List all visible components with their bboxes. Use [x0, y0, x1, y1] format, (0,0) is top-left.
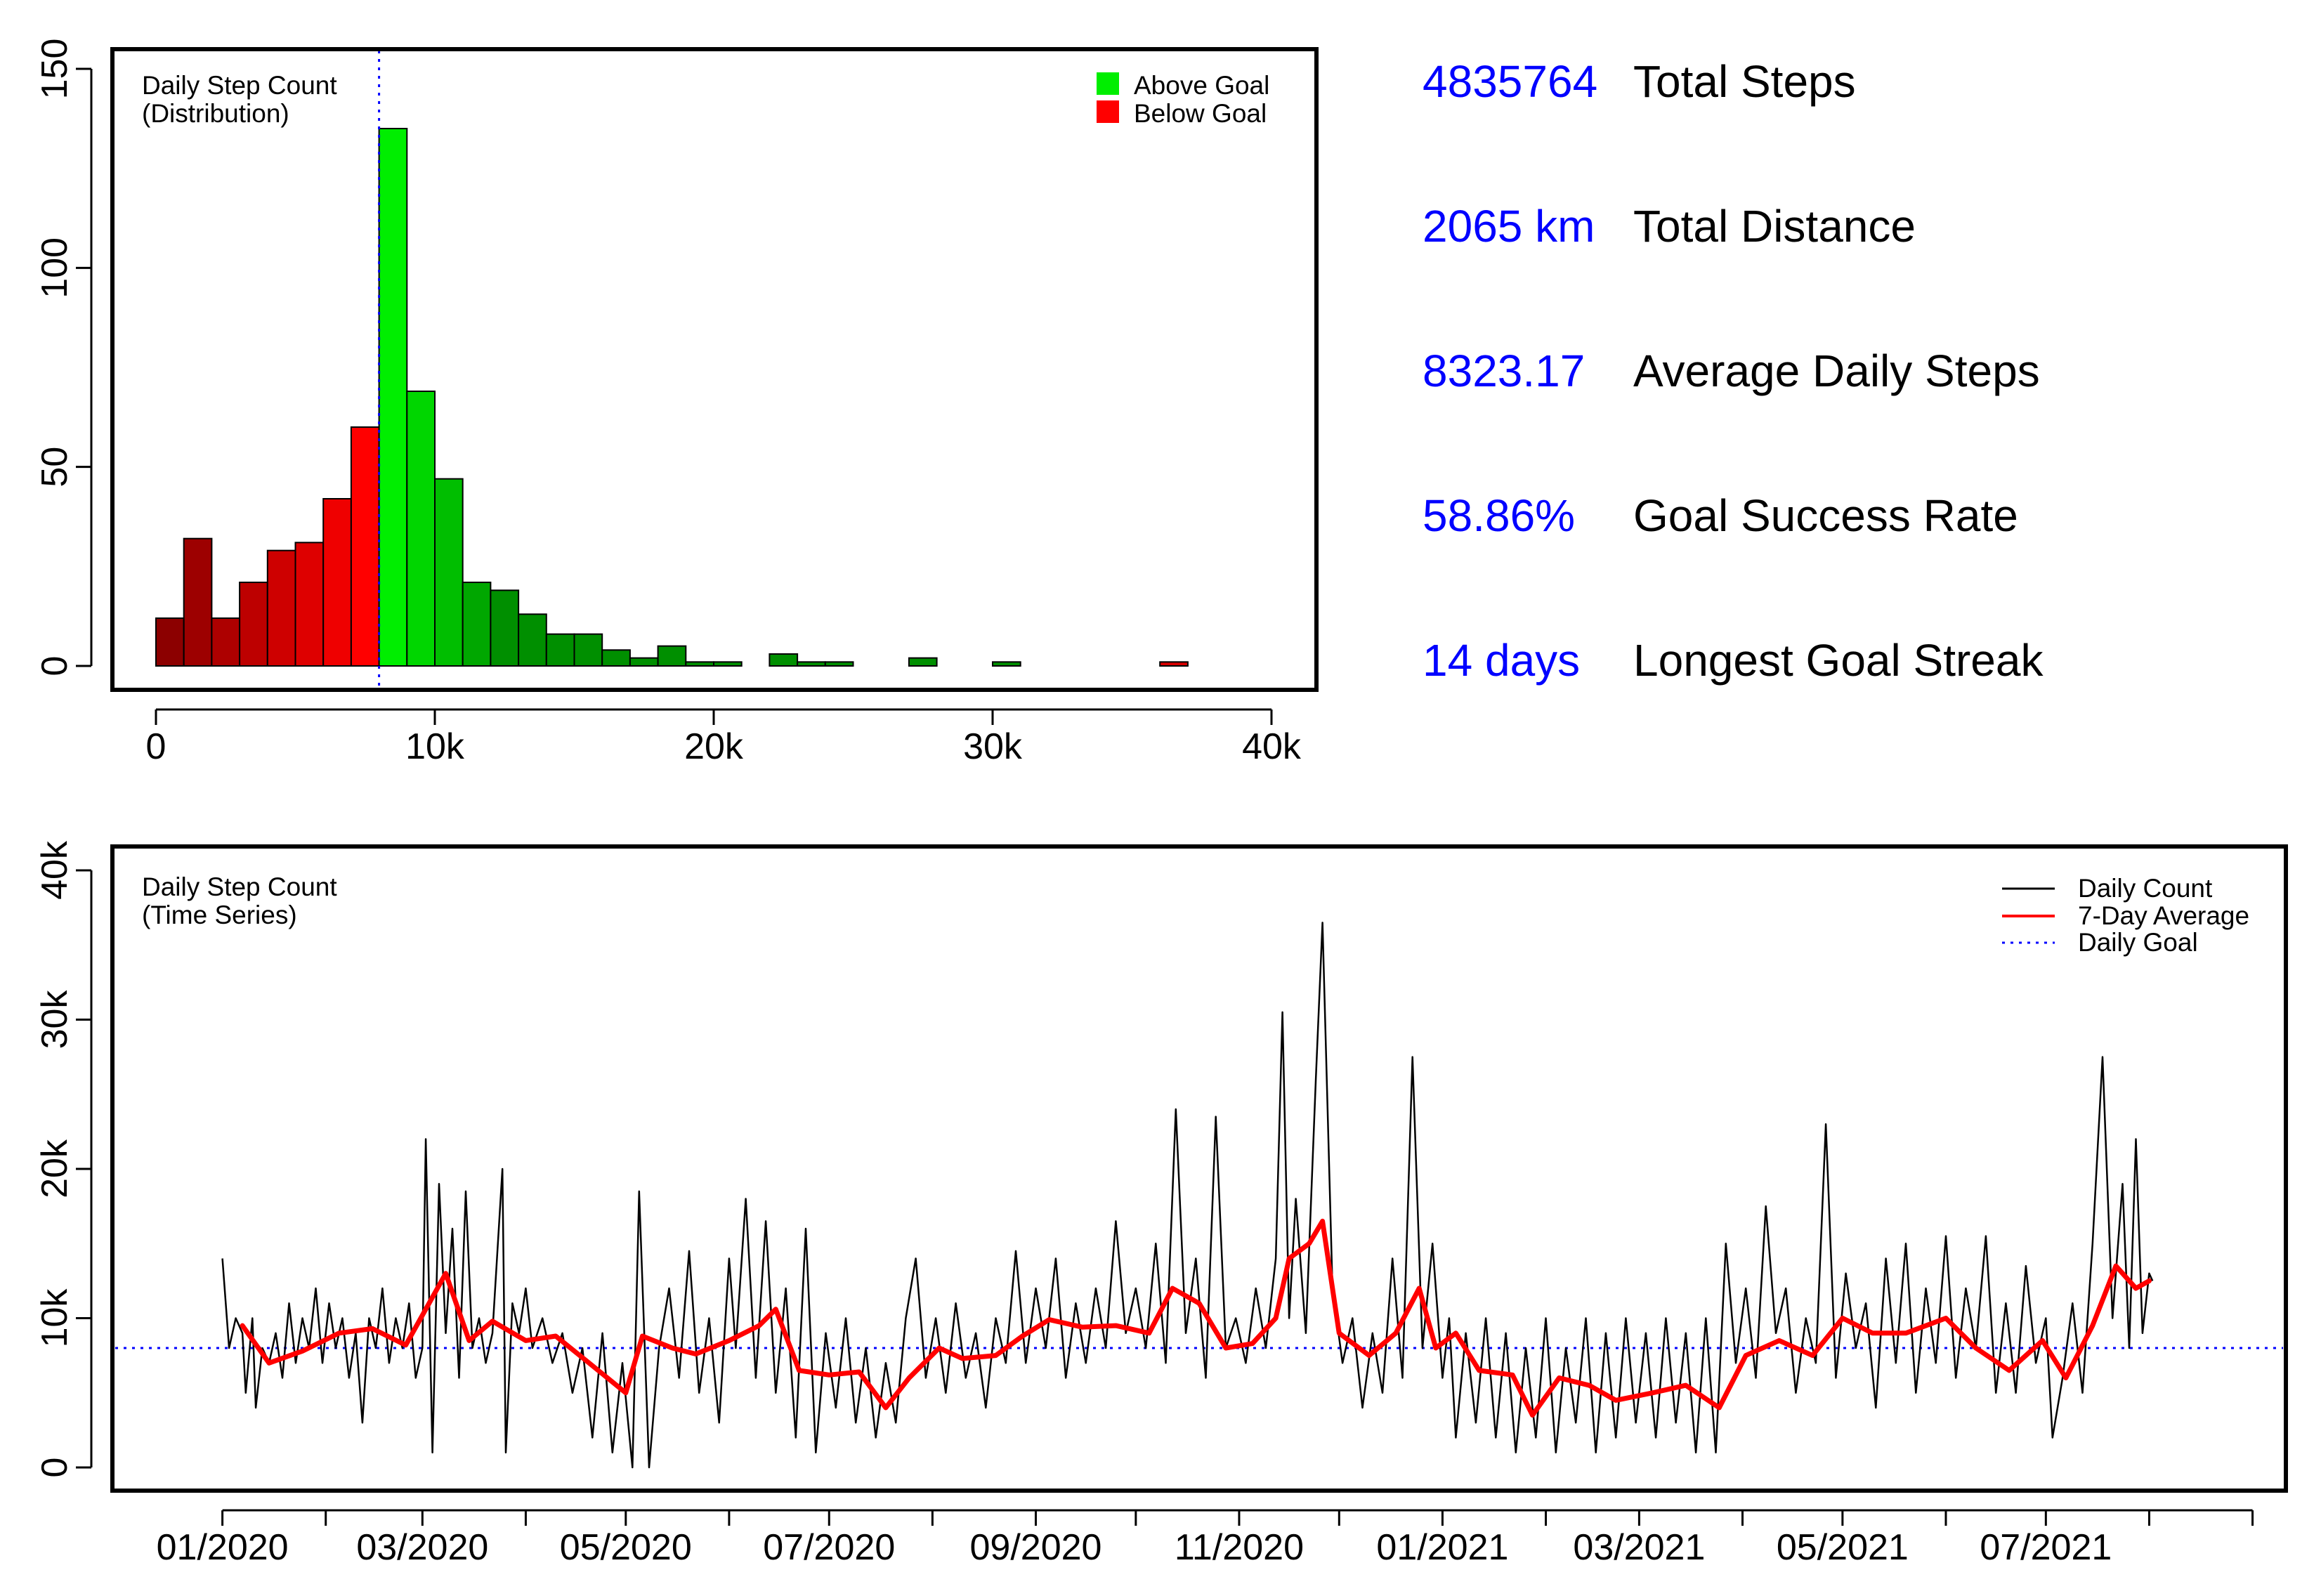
legend-label-daily-count: Daily Count	[2078, 874, 2213, 903]
time-series-x-axis: 01/2020 03/2020 05/2020 07/2020 09/2020 11/20…	[157, 1509, 2254, 1568]
y-tick-label: 100	[34, 237, 75, 299]
x-tick-label: 10k	[405, 726, 465, 767]
histogram-title-line1: Daily Step Count	[142, 71, 337, 100]
stat-goal-success-rate-label: Goal Success Rate	[1633, 490, 2018, 541]
histogram-bar	[573, 633, 603, 667]
histogram-bar	[350, 426, 380, 667]
histogram-bars	[155, 128, 1189, 667]
legend-label-above-goal: Above Goal	[1134, 71, 1269, 100]
y-tick-label: 20k	[34, 1139, 75, 1198]
time-series-legend: Daily Count 7-Day Average Daily Goal	[2002, 874, 2249, 957]
stat-total-distance-label: Total Distance	[1633, 201, 1916, 251]
x-tick-label: 30k	[963, 726, 1023, 767]
histogram-x-axis: 0 10k 20k 30k 40k	[146, 708, 1302, 767]
legend-label-seven-day-average: 7-Day Average	[2078, 901, 2249, 930]
stat-total-distance-value: 2065 km	[1423, 201, 1595, 251]
x-tick-label: 0	[146, 726, 166, 767]
legend-label-below-goal: Below Goal	[1134, 99, 1267, 128]
y-tick-label: 0	[34, 1458, 75, 1478]
histogram-bar	[713, 661, 743, 667]
histogram-panel: 0 50 100 150 0 10k 20k 30k 40k Daily Step Count…	[34, 39, 1319, 767]
histogram-title-line2: (Distribution)	[142, 99, 289, 128]
x-tick-label: 20k	[684, 726, 744, 767]
time-series-title-line1: Daily Step Count	[142, 872, 337, 901]
histogram-bar	[183, 537, 213, 667]
y-tick-label: 40k	[34, 840, 75, 900]
x-tick-label: 07/2020	[763, 1527, 895, 1568]
y-tick-label: 50	[34, 447, 75, 488]
histogram-bar	[211, 617, 241, 667]
time-series-y-axis: 0 10k 20k 30k 40k	[34, 840, 93, 1478]
histogram-bar	[294, 542, 325, 667]
histogram-bar	[545, 633, 575, 667]
histogram-bar	[434, 478, 464, 667]
histogram-bar	[992, 661, 1021, 667]
x-tick-label: 03/2021	[1573, 1527, 1705, 1568]
y-tick-label: 0	[34, 656, 75, 676]
daily-count-line	[221, 922, 2154, 1469]
stat-longest-goal-streak-value: 14 days	[1423, 635, 1580, 686]
histogram-bar	[155, 617, 185, 667]
histogram-bar	[266, 549, 296, 667]
histogram-bar	[769, 653, 799, 667]
histogram-frame	[110, 47, 1319, 692]
histogram-bar	[322, 498, 352, 667]
x-tick-label: 40k	[1242, 726, 1302, 767]
histogram-bar	[462, 582, 492, 667]
x-tick-label: 09/2020	[969, 1527, 1101, 1568]
histogram-y-axis: 0 50 100 150	[34, 39, 93, 676]
time-series-frame	[110, 844, 2288, 1493]
histogram-bar	[239, 582, 268, 667]
histogram-legend: Above Goal Below Goal	[1097, 71, 1269, 128]
x-tick-label: 01/2021	[1376, 1527, 1508, 1568]
x-tick-label: 05/2020	[560, 1527, 692, 1568]
stat-total-steps-label: Total Steps	[1633, 56, 1856, 107]
stat-average-daily-steps-label: Average Daily Steps	[1633, 346, 2040, 396]
histogram-bar	[490, 589, 520, 667]
histogram-bar	[378, 128, 408, 667]
stat-total-steps-value: 4835764	[1423, 56, 1597, 107]
x-tick-label: 07/2021	[1980, 1527, 2112, 1568]
histogram-bar	[629, 657, 659, 667]
histogram-bar	[1159, 661, 1189, 667]
histogram-bar	[657, 645, 687, 667]
time-series-panel: 0 10k 20k 30k 40k 01/2020 03/2020 05/2020 07/20…	[34, 840, 2288, 1568]
x-tick-label: 03/2020	[356, 1527, 488, 1568]
stats-panel: 4835764 Total Steps 2065 km Total Distan…	[1423, 56, 2044, 686]
x-tick-label: 11/2020	[1175, 1527, 1304, 1568]
time-series-title-line2: (Time Series)	[142, 901, 297, 929]
legend-swatch-above-goal	[1097, 72, 1119, 95]
y-tick-label: 10k	[34, 1288, 75, 1348]
histogram-bar	[685, 661, 714, 667]
stat-goal-success-rate-value: 58.86%	[1423, 490, 1575, 541]
y-tick-label: 150	[34, 39, 75, 100]
histogram-bar	[797, 661, 826, 667]
legend-label-daily-goal: Daily Goal	[2078, 928, 2198, 957]
stat-average-daily-steps-value: 8323.17	[1423, 346, 1585, 396]
x-tick-label: 01/2020	[157, 1527, 289, 1568]
histogram-bar	[824, 661, 854, 667]
histogram-bar	[406, 391, 436, 667]
x-tick-label: 05/2021	[1777, 1527, 1909, 1568]
histogram-bar	[518, 613, 547, 667]
seven-day-average-line	[240, 1218, 2152, 1418]
stat-longest-goal-streak-label: Longest Goal Streak	[1633, 635, 2044, 686]
histogram-bar	[601, 649, 631, 667]
legend-swatch-below-goal	[1097, 100, 1119, 123]
y-tick-label: 30k	[34, 990, 75, 1049]
histogram-bar	[908, 657, 938, 667]
